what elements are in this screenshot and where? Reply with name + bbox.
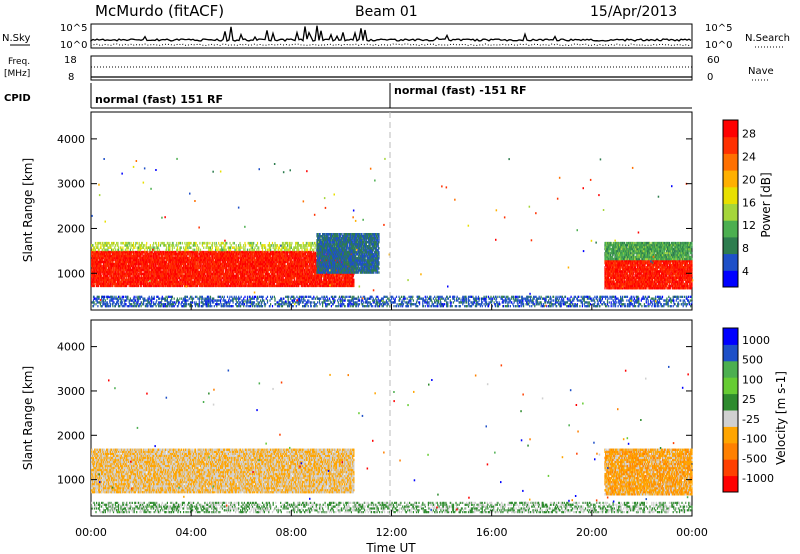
nsky-tick-low: 10^0 (60, 40, 87, 51)
cpid-segment-2: normal (fast) -151 RF (394, 84, 527, 97)
nave-tick-low: 0 (707, 72, 713, 83)
date-label: 15/Apr/2013 (590, 4, 677, 20)
freq-tick-low: 8 (68, 72, 74, 83)
freq-label: Freq. (8, 57, 30, 67)
nave-tick-high: 60 (707, 55, 720, 66)
data-cell (229, 251, 230, 253)
cpid-label: CPID (4, 93, 31, 104)
data-cell (197, 251, 198, 253)
data-cell (94, 285, 95, 287)
cpid-segment-1: normal (fast) 151 RF (95, 93, 223, 106)
data-cell (287, 251, 288, 253)
data-cell (180, 279, 181, 281)
freq-unit-label: [MHz] (4, 69, 30, 79)
nsearch-label: N.Search (745, 33, 790, 44)
nsky-series (91, 26, 691, 41)
data-cell (292, 261, 293, 263)
data-cell (119, 251, 120, 253)
nsearch-tick-high: 10^5 (705, 23, 732, 34)
nsearch-series (91, 44, 691, 46)
data-cell (234, 251, 235, 253)
freq-tick-high: 18 (64, 55, 77, 66)
beam-label: Beam 01 (355, 4, 418, 20)
nsky-label: N.Sky (2, 33, 30, 44)
freq-panel: Freq. [MHz] 18 8 60 0 Nave (4, 55, 774, 83)
nsky-panel: N.Sky 10^5 10^0 10^5 10^0 N.Search (2, 23, 790, 51)
cpid-panel: CPID normal (fast) 151 RF normal (fast) … (4, 83, 692, 108)
data-cell (238, 257, 239, 259)
station-title: McMurdo (fitACF) (95, 2, 224, 20)
data-cell (187, 257, 188, 259)
nave-label: Nave (748, 66, 774, 77)
nsky-tick-high: 10^5 (60, 23, 87, 34)
nsearch-tick-low: 10^0 (705, 40, 732, 51)
